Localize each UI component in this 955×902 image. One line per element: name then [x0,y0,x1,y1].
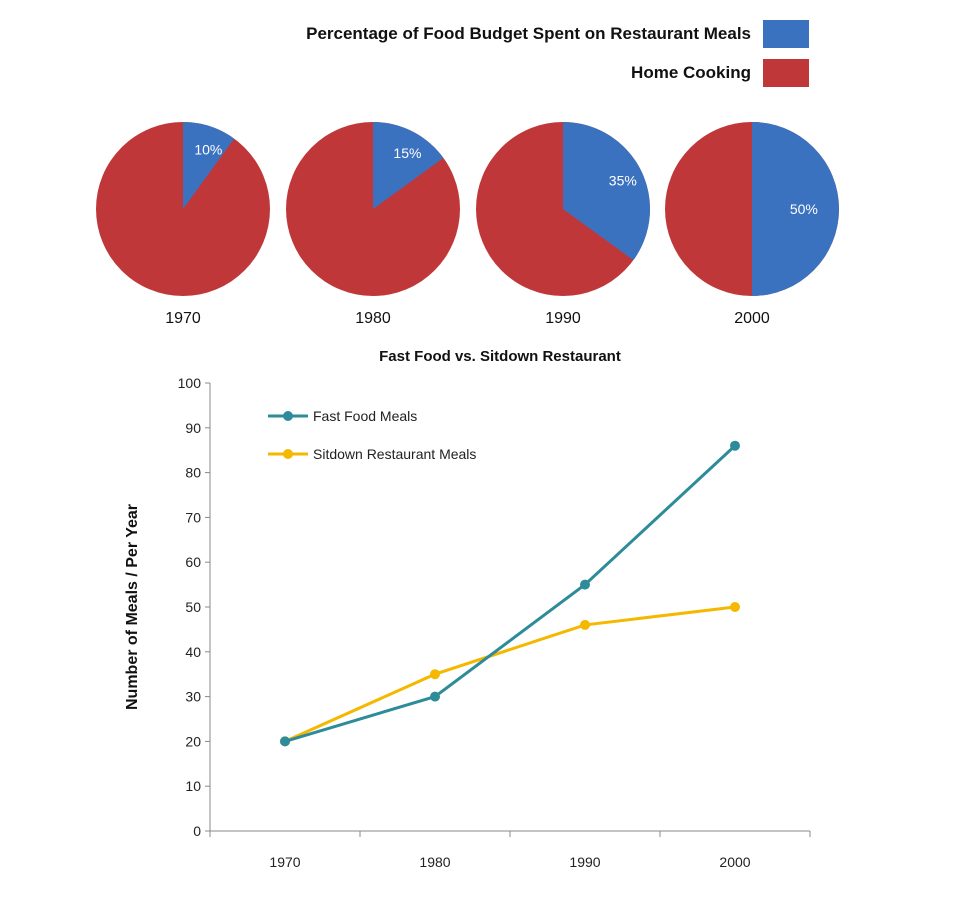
legend-item: Fast Food Meals [268,408,417,424]
legend-swatch [763,59,809,87]
pie-slice-restaurant [563,122,650,261]
y-tick-label: 40 [185,644,201,660]
x-tick-label: 1990 [569,854,600,870]
pie-year-label: 1990 [545,310,581,327]
y-tick-label: 50 [185,599,201,615]
y-tick-label: 100 [178,375,202,391]
y-tick-label: 30 [185,689,201,705]
pie-year-label: 1970 [165,310,201,327]
line-chart-title: Fast Food vs. Sitdown Restaurant [379,348,621,365]
series-sitdown-restaurant-meals [280,602,740,747]
pie-1990: 35% 1990 [476,122,650,327]
y-tick-label: 10 [185,778,201,794]
data-point [280,736,290,747]
pie-slice-restaurant [752,122,839,296]
series-line [284,605,736,743]
pie-year-label: 2000 [734,310,770,327]
pie-data-label: 35% [609,173,637,189]
pie-data-label: 50% [790,201,818,217]
pie-slice-restaurant [183,122,235,209]
legend-swatch [763,20,809,48]
legend-item: Sitdown Restaurant Meals [268,446,476,462]
data-point [730,602,740,612]
legend-marker [283,411,293,421]
y-axis-label: Number of Meals / Per Year [124,504,141,710]
legend-item-home: Home Cooking [631,59,809,87]
y-tick-label: 60 [185,554,201,570]
y-tick-label: 70 [185,509,201,525]
pie-slice-restaurant [373,122,444,209]
legend-label: Home Cooking [631,63,751,82]
legend-item-restaurant: Percentage of Food Budget Spent on Resta… [306,20,809,48]
series-line [284,444,737,743]
legend-label: Percentage of Food Budget Spent on Resta… [306,24,751,43]
y-tick-label: 20 [185,733,201,749]
legend-label: Fast Food Meals [313,408,417,424]
series-fast-food-meals [280,440,740,747]
pie-charts: 10% 1970 15% 1980 35% 1990 50% 2000 [96,122,839,327]
legend-label: Sitdown Restaurant Meals [313,446,476,462]
y-tick-label: 0 [193,823,201,839]
data-point [430,691,440,702]
pie-year-label: 1980 [355,310,391,327]
pie-2000: 50% 2000 [665,122,839,327]
pie-1970: 10% 1970 [96,122,270,327]
data-point [430,669,440,680]
y-tick-label: 90 [185,420,201,436]
y-tick-label: 80 [185,465,201,481]
data-point [580,579,590,590]
data-point [580,619,590,630]
pie-1980: 15% 1980 [286,122,460,327]
pie-data-label: 15% [393,145,421,161]
legend-marker [283,449,293,459]
data-point [730,440,740,451]
x-tick-label: 2000 [719,854,750,870]
pie-data-label: 10% [194,141,222,157]
x-tick-label: 1980 [419,854,450,870]
x-tick-label: 1970 [269,854,300,870]
